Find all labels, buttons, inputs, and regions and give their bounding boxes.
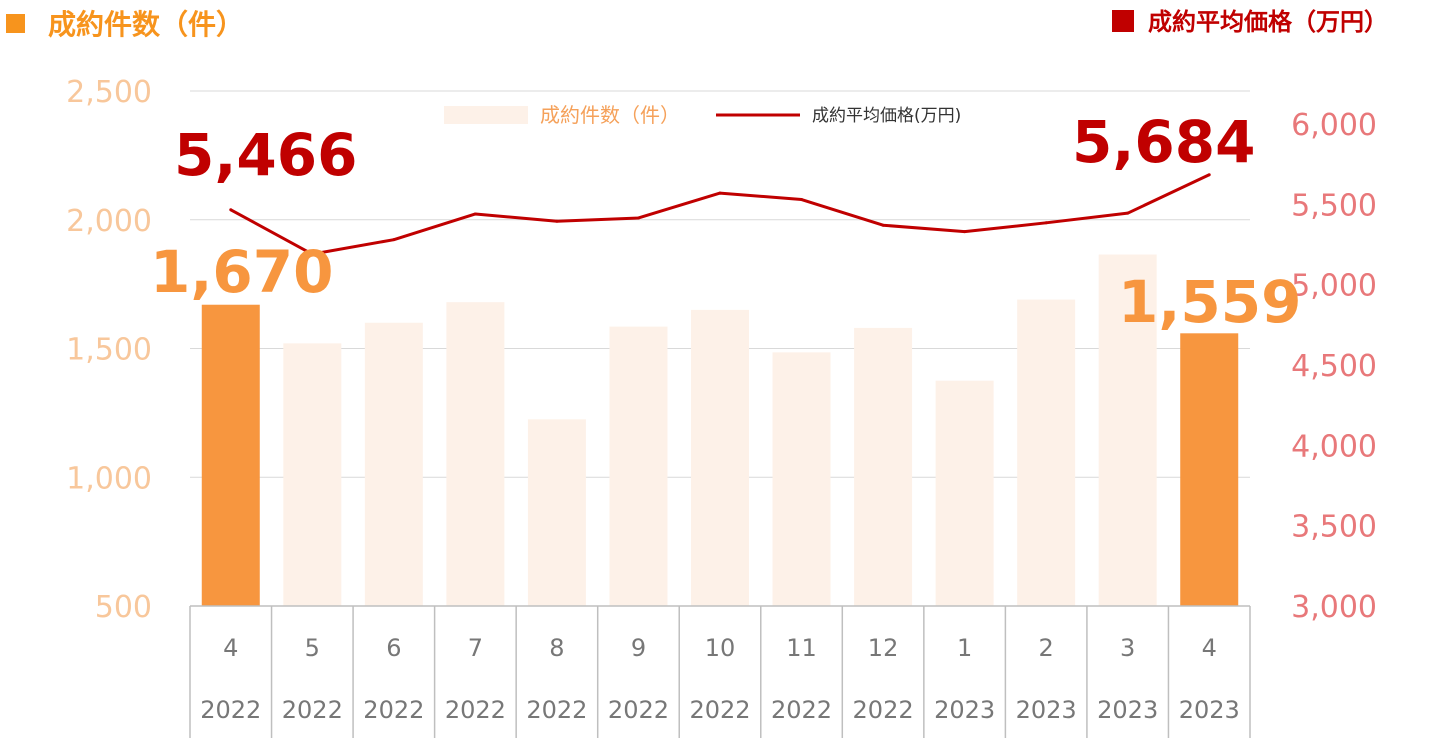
line-point <box>392 238 396 242</box>
bar <box>527 419 586 606</box>
price-line <box>230 173 1210 256</box>
line-point <box>800 198 804 202</box>
left-tick-label: 1,500 <box>66 333 152 368</box>
line-label-first: 5,466 <box>174 121 357 189</box>
line-point <box>1044 221 1048 225</box>
line-point <box>963 230 967 234</box>
legend-bar-label: 成約件数（件） <box>540 103 680 127</box>
bar-label-first: 1,670 <box>150 238 333 306</box>
line-point <box>718 191 722 195</box>
left-tick-label: 2,500 <box>66 75 152 110</box>
category-month-label: 10 <box>705 634 736 662</box>
line-point <box>881 223 885 227</box>
legend-bar-swatch <box>444 106 528 124</box>
right-title-square-icon <box>1112 10 1134 32</box>
line-point <box>473 212 477 216</box>
bar <box>935 380 994 606</box>
right-axis-title: 成約平均価格（万円） <box>1112 8 1388 36</box>
bar <box>1180 333 1239 606</box>
category-year-label: 2022 <box>526 696 587 724</box>
right-tick-label: 4,500 <box>1291 349 1377 384</box>
right-axis-ticks: 3,000 3,500 4,000 4,500 5,000 5,500 6,000 <box>1291 108 1377 625</box>
right-tick-label: 5,000 <box>1291 269 1377 304</box>
line-point <box>1126 211 1130 215</box>
bar-label-last: 1,559 <box>1118 268 1301 336</box>
bar <box>609 326 668 606</box>
left-axis-ticks: 500 1,000 1,500 2,000 2,500 <box>66 75 152 625</box>
bar <box>201 304 260 606</box>
left-tick-label: 500 <box>95 590 152 625</box>
line-point <box>310 252 314 256</box>
bar <box>446 302 505 606</box>
bar <box>691 309 749 606</box>
right-tick-label: 5,500 <box>1291 188 1377 223</box>
legend: 成約件数（件） 成約平均価格(万円) <box>444 103 961 127</box>
left-tick-label: 2,000 <box>66 204 152 239</box>
right-axis-title-text: 成約平均価格（万円） <box>1148 8 1388 36</box>
right-tick-label: 4,000 <box>1291 429 1377 464</box>
bar <box>854 327 913 606</box>
right-tick-label: 3,000 <box>1291 590 1377 625</box>
bar <box>1098 254 1157 606</box>
legend-line-label: 成約平均価格(万円) <box>812 106 961 126</box>
category-axis: 4 2022 5 2022 6 2022 7 2022 8 2022 9 2022 10 2022 11 20… <box>189 605 1251 738</box>
left-tick-label: 1,000 <box>66 461 152 496</box>
category-month-label: 9 <box>631 634 646 662</box>
left-axis-title-text: 成約件数（件） <box>48 8 244 41</box>
category-month-label: 4 <box>223 634 238 662</box>
bar-series <box>201 254 1239 606</box>
category-year-label: 2022 <box>363 696 424 724</box>
bar <box>283 343 342 606</box>
category-year-label: 2023 <box>1016 696 1077 724</box>
category-month-label: 1 <box>957 634 972 662</box>
category-year-label: 2022 <box>771 696 832 724</box>
line-point <box>636 216 640 220</box>
bar <box>772 352 831 606</box>
line-series <box>229 173 1211 256</box>
left-title-square-icon <box>6 14 25 33</box>
category-month-label: 4 <box>1202 634 1217 662</box>
left-axis-title: 成約件数（件） <box>6 8 244 41</box>
category-year-label: 2022 <box>445 696 506 724</box>
line-label-last: 5,684 <box>1072 108 1255 176</box>
category-month-label: 5 <box>305 634 320 662</box>
category-year-label: 2022 <box>853 696 914 724</box>
line-point <box>1207 173 1211 177</box>
right-tick-label: 6,000 <box>1291 108 1377 143</box>
line-point <box>555 219 559 223</box>
category-month-label: 12 <box>868 634 899 662</box>
category-year-label: 2022 <box>689 696 750 724</box>
right-tick-label: 3,500 <box>1291 510 1377 545</box>
category-year-label: 2023 <box>934 696 995 724</box>
category-year-label: 2022 <box>282 696 343 724</box>
category-year-label: 2023 <box>1097 696 1158 724</box>
category-year-label: 2023 <box>1179 696 1240 724</box>
category-month-label: 6 <box>386 634 401 662</box>
category-month-label: 7 <box>468 634 483 662</box>
line-point <box>229 208 233 212</box>
category-month-label: 8 <box>549 634 564 662</box>
bar <box>1017 299 1076 606</box>
category-month-label: 3 <box>1120 634 1135 662</box>
bar <box>364 322 423 606</box>
category-year-label: 2022 <box>200 696 261 724</box>
category-month-label: 11 <box>786 634 817 662</box>
category-month-label: 2 <box>1039 634 1054 662</box>
category-year-label: 2022 <box>608 696 669 724</box>
